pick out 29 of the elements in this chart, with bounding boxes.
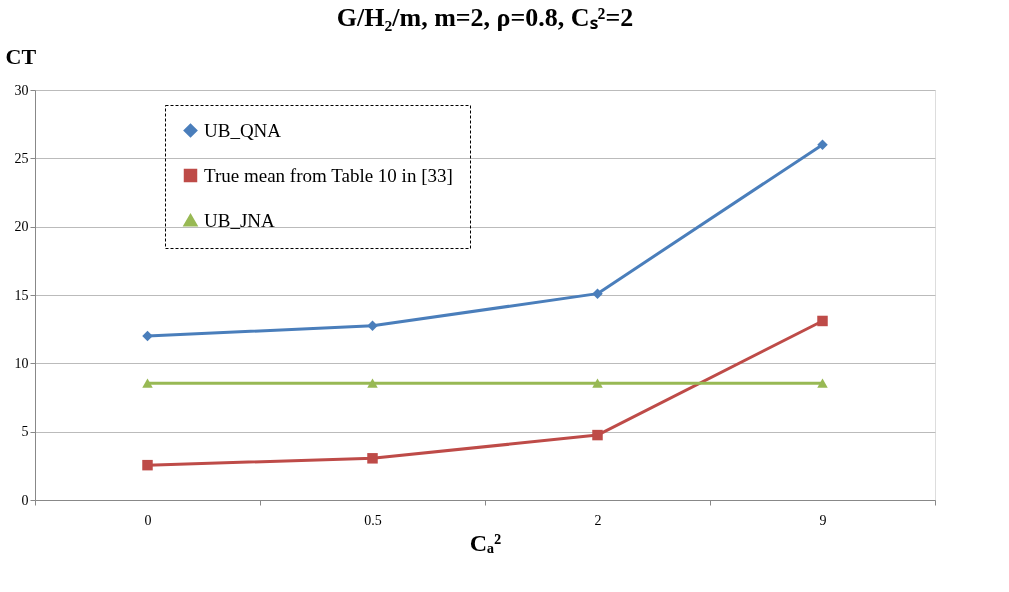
y-tick-label: 5: [21, 424, 29, 440]
legend-label: True mean from Table 10 in [33]: [204, 164, 453, 186]
x-axis-title: Cₐ²: [469, 529, 502, 556]
y-tick-label: 15: [14, 287, 29, 303]
legend-label: UB_QNA: [204, 119, 282, 141]
point: [142, 459, 153, 471]
point: [592, 429, 603, 441]
y-tick-label: 10: [14, 355, 29, 371]
y-tick-label: 20: [14, 219, 29, 235]
x-tick-label: 0: [144, 512, 152, 528]
point: [367, 453, 378, 464]
y-tick-label: 30: [14, 82, 29, 98]
x-tick-label: 0.5: [364, 512, 382, 528]
chart-title: G/H₂/m, m=2, ρ=0.8, Cₛ²=2: [336, 3, 634, 32]
x-tick-label: 2: [594, 512, 602, 528]
point: [817, 139, 828, 150]
y-tick-label: 25: [14, 150, 29, 166]
point: [367, 320, 378, 331]
point: [592, 378, 603, 388]
y-axis-title: CT: [5, 43, 37, 69]
point: [817, 315, 828, 327]
point: [142, 378, 153, 388]
legend-label: UB_JNA: [204, 209, 276, 231]
point: [592, 288, 603, 299]
point: [142, 330, 153, 342]
x-tick-label: 9: [819, 512, 827, 528]
point: [367, 378, 378, 388]
y-tick-label: 0: [21, 492, 29, 508]
point: [817, 378, 828, 388]
